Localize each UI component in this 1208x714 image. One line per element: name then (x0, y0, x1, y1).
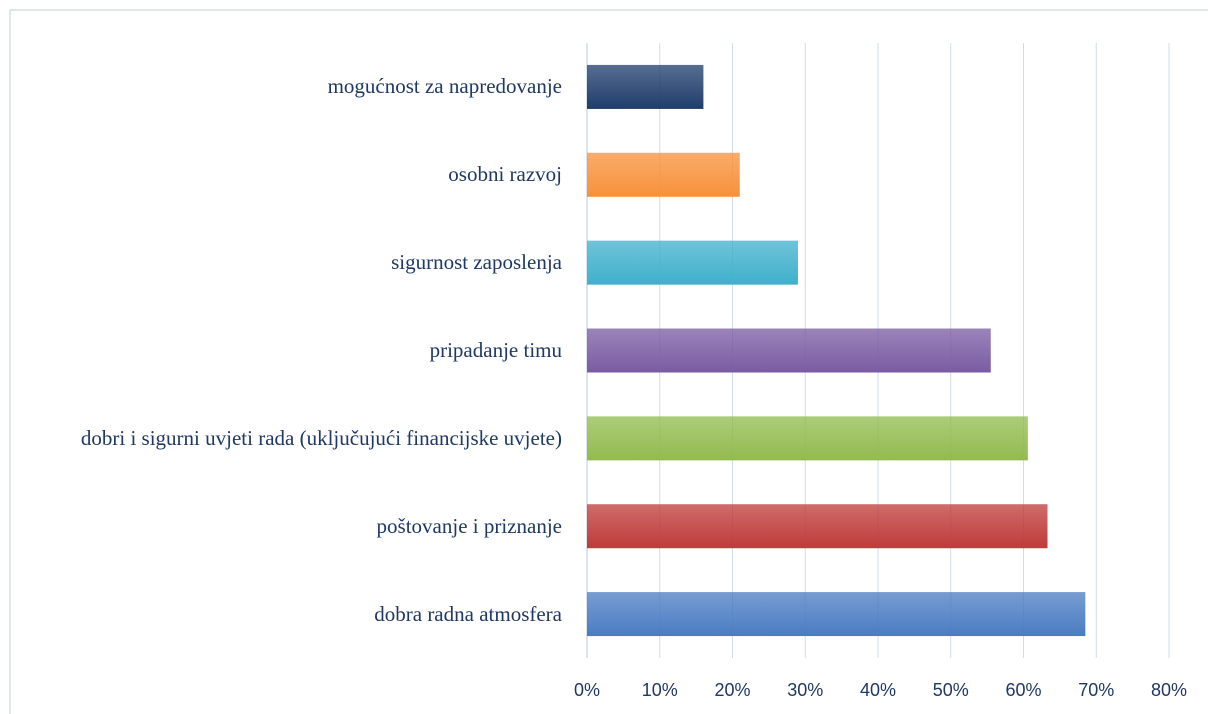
category-label: sigurnost zaposlenja (391, 250, 562, 275)
bar (587, 328, 991, 373)
x-tick-label: 60% (1005, 680, 1041, 700)
bar (587, 152, 740, 197)
bar (587, 504, 1048, 549)
bar (587, 416, 1028, 461)
x-tick-label: 10% (642, 680, 678, 700)
x-tick-label: 50% (933, 680, 969, 700)
x-tick-label: 30% (787, 680, 823, 700)
chart-border (9, 9, 1208, 714)
bar (587, 592, 1086, 637)
category-label: mogućnost za napredovanje (327, 74, 562, 99)
category-label: pripadanje timu (429, 338, 562, 362)
x-tick-label: 80% (1151, 680, 1187, 700)
x-tick-label: 70% (1078, 680, 1114, 700)
category-label: dobri i sigurni uvjeti rada (uključujući… (80, 425, 562, 450)
category-label: dobra radna atmosfera (374, 601, 562, 626)
category-label: poštovanje i priznanje (376, 513, 562, 538)
bar (587, 64, 704, 109)
x-tick-label: 0% (574, 680, 600, 700)
category-label: osobni razvoj (448, 162, 562, 187)
bar (587, 240, 798, 285)
x-tick-label: 20% (714, 680, 750, 700)
x-tick-label: 40% (860, 680, 896, 700)
